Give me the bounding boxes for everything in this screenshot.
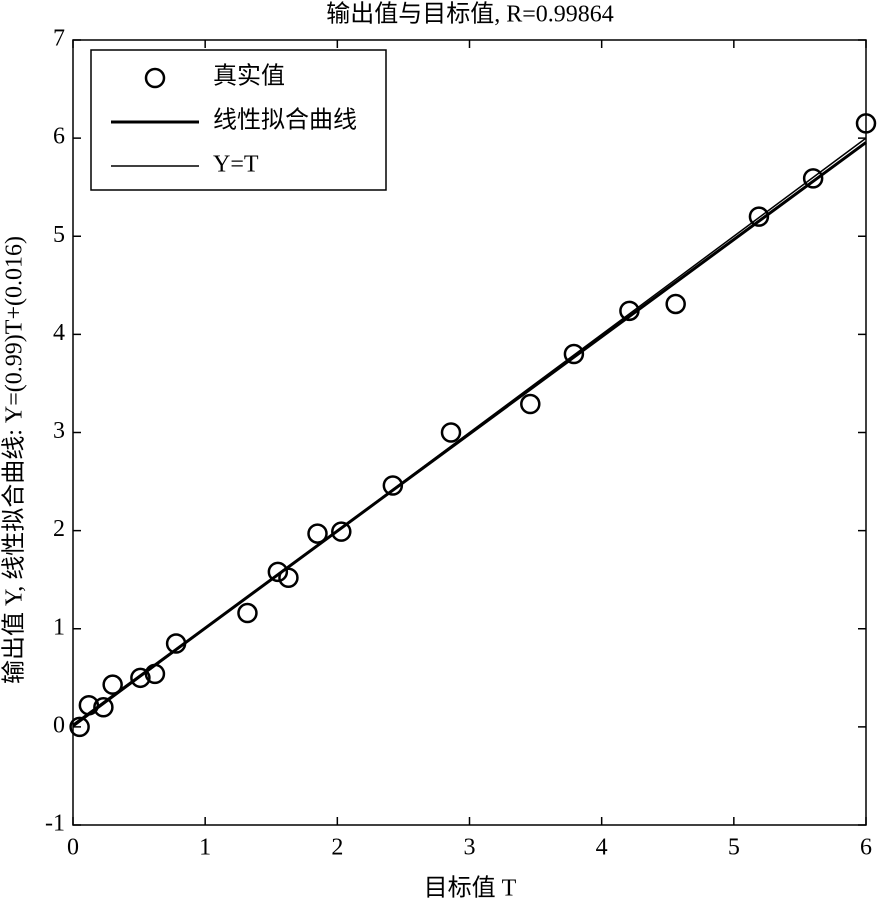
data-point — [102, 674, 123, 695]
data-point — [440, 422, 462, 443]
data-point — [563, 343, 585, 365]
data-point — [93, 697, 114, 718]
legend-box — [90, 49, 387, 191]
y-tick-label: 3 — [53, 418, 65, 444]
y-axis-label: 输出值 Y, 线性拟合曲线: Y=(0.99)T+(0.016) — [1, 236, 28, 684]
data-point — [382, 475, 404, 496]
y-tick-label: 4 — [53, 320, 65, 346]
data-point — [130, 667, 151, 689]
data-point — [855, 113, 877, 134]
data-point — [665, 293, 686, 315]
data-point — [802, 168, 824, 189]
data-point — [520, 393, 541, 415]
fit-line — [72, 137, 867, 728]
x-tick-label: 2 — [331, 835, 343, 861]
y-tick-label: 1 — [53, 614, 65, 640]
x-tick-label: 4 — [596, 835, 608, 861]
x-tick-label: 6 — [860, 835, 872, 861]
y-tick-label: -1 — [45, 811, 65, 837]
legend-marker — [144, 67, 166, 89]
y-tick-label: 7 — [53, 26, 65, 52]
data-point — [331, 521, 352, 542]
x-tick-label: 0 — [67, 835, 79, 861]
legend-label: 线性拟合曲线 — [213, 107, 357, 134]
data-point — [267, 561, 289, 583]
data-point — [748, 206, 770, 227]
data-point — [237, 602, 258, 624]
y-tick-label: 5 — [53, 222, 65, 248]
data-point — [69, 716, 90, 738]
y-tick-label: 0 — [53, 712, 65, 738]
legend-label: 真实值 — [213, 63, 285, 90]
chart-title: 输出值与目标值, R=0.99864 — [326, 1, 614, 28]
legend-label: Y=T — [213, 152, 259, 178]
y-tick-label: 2 — [53, 516, 65, 542]
data-point — [307, 523, 328, 544]
x-tick-label: 3 — [464, 835, 476, 861]
x-tick-label: 5 — [728, 835, 740, 861]
y-tick-label: 6 — [53, 124, 65, 150]
x-tick-label: 1 — [199, 835, 211, 861]
x-axis-label: 目标值 T — [424, 875, 517, 902]
